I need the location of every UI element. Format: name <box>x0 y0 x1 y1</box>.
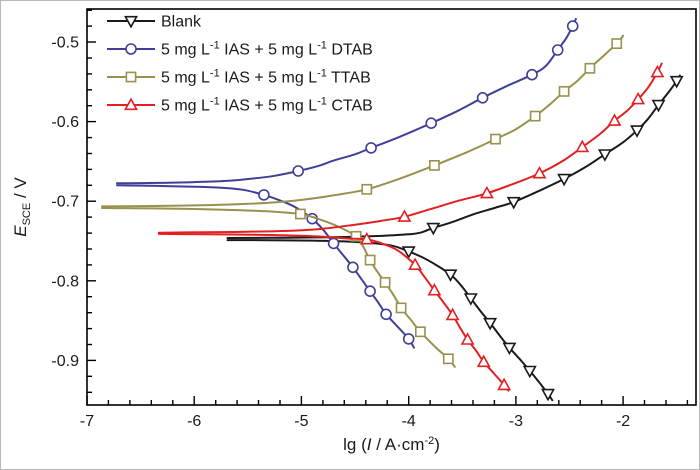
series-ctab-marker <box>631 91 646 105</box>
y-tick-label: -0.7 <box>51 194 79 211</box>
series-ttab-marker <box>442 353 454 365</box>
series-dtab-marker <box>526 68 538 81</box>
series-dtab-anodic-curve <box>116 17 577 185</box>
x-tick-label: -5 <box>294 413 308 430</box>
series-ctab-marker <box>476 354 491 368</box>
series-ctab-marker <box>445 307 460 321</box>
series-blank-marker <box>597 149 612 162</box>
y-tick-label: -0.9 <box>51 353 79 370</box>
series-blank-marker <box>630 125 644 138</box>
series-ctab-marker <box>607 113 622 126</box>
legend-label-dtab: 5 mg L-1 IAS + 5 mg L-1 DTAB <box>161 40 373 59</box>
legend-marker-square-icon <box>125 71 137 83</box>
y-tick-label: -0.5 <box>51 35 79 52</box>
series-blank-marker <box>669 75 684 89</box>
series-ctab-anodic-curve <box>157 62 663 234</box>
series-ctab-marker <box>397 209 412 222</box>
series-ttab-marker <box>350 230 362 242</box>
series-dtab-marker <box>476 92 489 104</box>
series-blank-marker <box>522 365 537 379</box>
series-dtab-marker <box>258 189 270 201</box>
series-ctab-marker <box>359 231 374 245</box>
x-tick-label: -4 <box>402 413 416 430</box>
series-blank-marker <box>401 246 416 259</box>
series-ctab-marker <box>479 185 494 199</box>
y-tick-label: -0.8 <box>51 273 79 290</box>
series-blank-marker <box>443 269 458 282</box>
series-dtab-marker <box>551 44 564 56</box>
series-ctab-marker <box>575 139 590 153</box>
y-axis-label: ESCE / V <box>11 177 33 237</box>
series-ttab-marker <box>529 110 541 122</box>
series-ttab-marker <box>584 62 596 74</box>
series-dtab-marker <box>327 237 340 250</box>
series-blank-marker <box>426 222 441 236</box>
series-ttab-marker <box>428 160 440 171</box>
series-ttab-marker <box>379 276 391 288</box>
series-ctab-cathodic-curve <box>157 232 510 392</box>
series-ctab-marker <box>650 64 665 78</box>
legend-marker-triangle-up-icon <box>124 97 138 111</box>
legend-marker-triangle-down-icon <box>124 15 138 29</box>
series-blank-marker <box>483 317 498 331</box>
series-ttab-marker <box>611 38 623 49</box>
series-ctab-marker <box>497 377 512 391</box>
series-dtab-marker <box>365 142 377 154</box>
series-blank-marker <box>463 293 478 306</box>
x-tick-label: -6 <box>187 413 201 430</box>
series-blank-marker <box>502 342 517 356</box>
x-tick-label: -2 <box>616 413 630 430</box>
legend-label-blank: Blank <box>161 14 202 31</box>
series-ttab-marker <box>414 326 426 338</box>
series-ttab-marker <box>364 254 376 266</box>
series-dtab-marker <box>425 117 438 129</box>
plot-frame <box>86 8 697 406</box>
x-axis-label: lg (I / A·cm-2) <box>343 435 440 454</box>
series-ttab-marker <box>490 133 501 145</box>
series-blank-marker <box>506 196 521 210</box>
series-dtab-marker <box>347 261 359 274</box>
series-ctab-marker <box>427 282 442 296</box>
series-ctab-marker <box>532 165 547 179</box>
y-tick-label: -0.6 <box>51 114 79 131</box>
series-dtab-marker <box>380 308 392 321</box>
x-tick-label: -3 <box>509 413 523 430</box>
series-dtab-marker <box>566 20 579 32</box>
series-ctab-marker <box>408 257 423 271</box>
series-dtab-marker <box>402 333 415 345</box>
legend-label-ttab: 5 mg L-1 IAS + 5 mg L-1 TTAB <box>161 68 371 87</box>
legend-marker-circle-icon <box>125 43 137 55</box>
series-ttab-marker <box>558 86 570 97</box>
series-blank-marker <box>557 173 572 187</box>
series-ctab-marker <box>460 332 475 345</box>
series-dtab-marker <box>292 165 305 177</box>
legend-label-ctab: 5 mg L-1 IAS + 5 mg L-1 CTAB <box>161 96 373 115</box>
series-blank-marker <box>651 99 666 113</box>
x-tick-label: -7 <box>80 413 94 430</box>
series-ttab-marker <box>395 302 407 314</box>
series-ttab-marker <box>294 208 306 220</box>
series-dtab-marker <box>364 285 376 298</box>
series-blank-marker <box>541 388 555 402</box>
series-ttab-marker <box>361 183 373 195</box>
